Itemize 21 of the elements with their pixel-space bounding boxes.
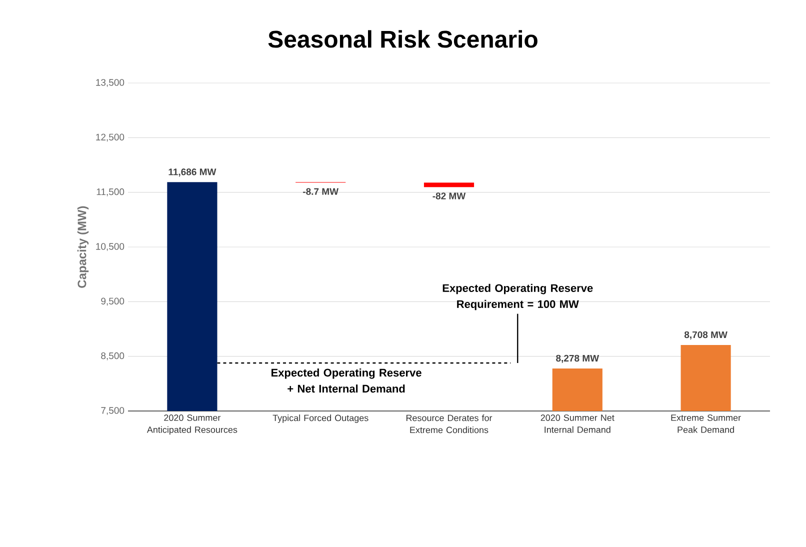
ref-line-label: Expected Operating Reserve + Net Internal Demand	[272, 368, 422, 393]
x-tick-label: Resource Derates for Extreme Conditions	[406, 414, 492, 434]
y-tick-label: 10,500	[96, 243, 124, 251]
data-label: 8,708 MW	[684, 331, 728, 340]
x-tick-label: Typical Forced Outages	[272, 414, 368, 423]
y-tick-label: 7,500	[101, 407, 124, 415]
x-tick-label: 2020 Summer Net Internal Demand	[540, 414, 614, 433]
data-label: 8,278 MW	[556, 354, 600, 363]
y-tick-label: 13,500	[96, 79, 124, 87]
chart-title: Seasonal Risk Scenario	[268, 30, 538, 48]
y-tick-label: 9,500	[101, 298, 124, 306]
data-label: -8.7 MW	[303, 188, 339, 195]
x-tick-label: 2020 Summer Anticipated Resources	[146, 414, 238, 435]
y-axis-title: Capacity (MW)	[77, 206, 89, 288]
y-tick-label: 8,500	[101, 352, 124, 360]
annotation: Expected Operating Reserve Requirement = 100 MW	[442, 284, 593, 310]
y-tick-label: 11,500	[96, 188, 124, 196]
data-label: -82 MW	[432, 192, 466, 200]
x-tick-label: Extreme Summer Peak Demand	[671, 414, 741, 433]
y-tick-label: 12,500	[96, 134, 124, 142]
data-label: 11,686 MW	[168, 168, 216, 177]
